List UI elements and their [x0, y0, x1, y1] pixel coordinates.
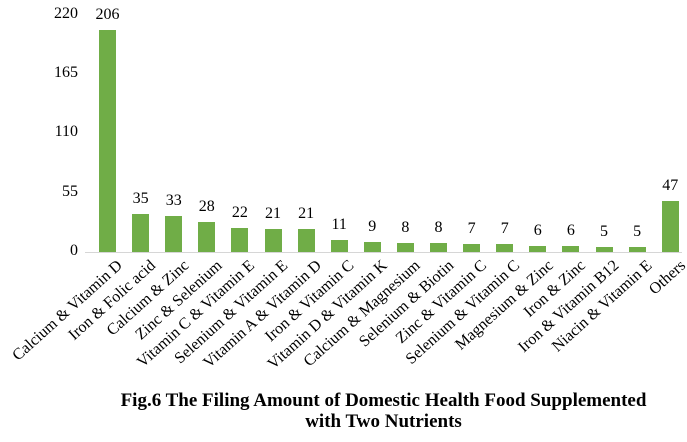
bar-value-label: 5 [600, 223, 608, 240]
bar [264, 229, 282, 252]
bar [297, 229, 315, 252]
bar [132, 214, 150, 252]
bar-value-label: 5 [633, 223, 642, 240]
bar-value-label: 8 [401, 219, 410, 236]
chart-caption-line-2: with Two Nutrients [305, 411, 462, 432]
bar-value-label: 33 [165, 192, 182, 209]
chart-caption-line-1: Fig.6 The Filing Amount of Domestic Heal… [120, 390, 647, 411]
bar [165, 216, 183, 252]
bar-value-label: 206 [95, 6, 120, 23]
x-axis-line [85, 252, 682, 253]
bar-value-label: 21 [298, 205, 315, 222]
bar [628, 247, 646, 252]
bar [595, 247, 613, 252]
bar-value-label: 6 [566, 222, 575, 239]
bar-value-label: 11 [331, 216, 347, 233]
bar-value-label: 47 [662, 177, 679, 194]
bar [198, 222, 216, 252]
bar-value-label: 9 [368, 218, 377, 235]
y-tick-label: 55 [62, 182, 78, 200]
bar-value-label: 21 [265, 205, 281, 222]
bar-value-label: 6 [533, 222, 542, 239]
bar [430, 243, 447, 252]
bar-value-label: 28 [198, 198, 215, 215]
bar-chart-plot-area: 0 55 110 165 220 206 35 33 28 22 21 21 11 9 8 8 7 7 6 6 5 5 4… [9, 4, 687, 373]
bar [363, 242, 381, 252]
y-tick-label: 220 [54, 4, 78, 22]
y-tick-label: 0 [70, 242, 78, 259]
bar-value-label: 22 [231, 204, 248, 221]
bar [396, 243, 414, 252]
bar [330, 240, 348, 252]
bar [661, 201, 679, 252]
bar [463, 244, 481, 252]
chart-caption: Fig.6 The Filing Amount of Domestic Heal… [85, 390, 682, 432]
y-tick-label: 110 [54, 123, 78, 141]
bar-value-label: 7 [500, 220, 509, 237]
bar-value-label: 35 [132, 190, 149, 207]
bar [496, 244, 514, 252]
bar-value-label: 7 [467, 220, 476, 237]
y-tick-label: 165 [54, 63, 78, 81]
bar [562, 246, 580, 252]
bar [529, 246, 547, 252]
bar [231, 228, 249, 252]
x-category-label: Others [645, 257, 687, 299]
bar [99, 30, 116, 252]
bar-value-label: 8 [434, 219, 443, 236]
